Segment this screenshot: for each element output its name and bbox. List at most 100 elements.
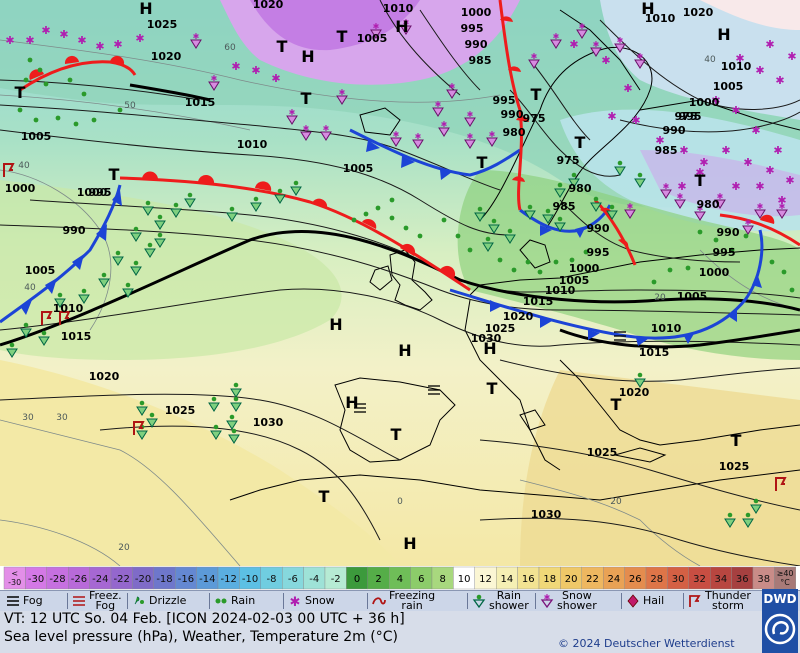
svg-text:✱: ✱ [745, 218, 752, 227]
isobar-label: 1010 [545, 284, 576, 297]
svg-text:✱: ✱ [677, 192, 684, 201]
snow-icon: ✱ [679, 144, 688, 157]
legend-separator [367, 593, 368, 609]
legend-separator [127, 593, 128, 609]
legend-item-drizzle: Drizzle [132, 591, 186, 611]
snow-icon: ✱ [623, 82, 632, 95]
svg-text:✱: ✱ [435, 100, 442, 109]
rain-icon [117, 107, 123, 113]
temperature-scale: < -30 -30 -28 -26 -24 -22 -20 -18 -16 -14 -12 -10 -8-… [3, 566, 797, 590]
low-pressure-center: T [477, 153, 488, 172]
rain-shower-icon [208, 396, 220, 412]
snow-icon: ✱ [607, 110, 616, 123]
snow-shower-icon: ✱ [714, 192, 726, 209]
isobar-label: 980 [569, 182, 592, 195]
legend-separator [67, 593, 68, 609]
isobar-label: 1020 [619, 386, 650, 399]
snow-shower-icon: ✱ [754, 202, 766, 219]
rain-shower-icon [130, 226, 142, 242]
scale-label: -12 [221, 574, 237, 585]
rain-icon [497, 257, 503, 263]
snow-icon: ✱ [787, 50, 796, 63]
rain-icon [651, 279, 657, 285]
isotherm-label: 60 [224, 43, 236, 53]
snow-icon: ✱ [601, 54, 610, 67]
legend-item-snow-shower: ✱ Snow shower [540, 589, 597, 612]
snow-icon: ✱ [677, 180, 686, 193]
isobar-label: 1030 [471, 332, 502, 345]
legend-separator [283, 593, 284, 609]
svg-text:✱: ✱ [415, 132, 422, 141]
snow-icon: ✱ [765, 164, 774, 177]
svg-text:✱: ✱ [323, 124, 330, 133]
svg-text:✱: ✱ [211, 74, 218, 83]
scale-label: 28 [650, 574, 663, 585]
svg-text:✱: ✱ [553, 32, 560, 41]
rain-icon [91, 117, 97, 123]
isobar-label: 1010 [237, 138, 268, 151]
low-pressure-center: T [319, 487, 330, 506]
snow-shower-icon: ✱ [486, 130, 498, 147]
svg-text:✱: ✱ [779, 202, 786, 211]
atlantic-mild-zone [0, 180, 342, 360]
rain-icon [569, 257, 575, 263]
dwd-logo-text: DWD [763, 592, 797, 606]
snow-shower-icon: ✱ [528, 52, 540, 69]
rain-icon [467, 247, 473, 253]
svg-text:✱: ✱ [531, 52, 538, 61]
snow-icon: ✱ [113, 38, 122, 51]
isobar-label: 1025 [485, 322, 516, 335]
snow-icon: ✱ [755, 64, 764, 77]
snow-shower-icon: ✱ [576, 22, 588, 39]
rain-shower-icon [122, 282, 134, 298]
snow-shower-icon: ✱ [550, 32, 562, 49]
legend-label: Drizzle [149, 594, 187, 607]
isobar-label: 1010 [53, 302, 84, 315]
snow-shower-icon: ✱ [208, 74, 220, 91]
isotherm-label: 20 [118, 543, 130, 553]
isotherm-label: 20 [654, 293, 666, 303]
snow-icon: ✱ [775, 74, 784, 87]
svg-text:✱: ✱ [289, 108, 296, 117]
legend-separator [683, 593, 684, 609]
scale-label: 12 [479, 574, 492, 585]
scale-label: 30 [672, 574, 685, 585]
scale-label: 38 [757, 574, 770, 585]
snow-icon: ✱ [631, 114, 640, 127]
rain-shower-icon [554, 216, 566, 232]
snow-east-zone [640, 150, 800, 217]
rain-shower-icon [488, 218, 500, 234]
isobar-label: 990 [717, 226, 740, 239]
isobar-label: 1020 [683, 6, 714, 19]
thunderstorm-icon [3, 163, 15, 177]
weather-legend: Fog Freez. Fog Drizzle Rain ✱ Snow Freezing ra… [0, 590, 800, 611]
rain-shower-icon [742, 512, 754, 528]
scale-label: 2 [375, 574, 381, 585]
snow-shower-icon: ✱ [190, 32, 202, 49]
rain-shower-icon [614, 160, 626, 176]
svg-text:✱: ✱ [373, 22, 380, 31]
rain-icon [511, 267, 517, 273]
rain-icon [214, 594, 228, 608]
rain-shower-icon [606, 204, 618, 220]
isobar-label: 1010 [383, 2, 414, 15]
rain-shower-icon [226, 414, 238, 430]
scale-label: -26 [71, 574, 87, 585]
isobar-label: 1005 [357, 32, 388, 45]
snow-shower-icon: ✱ [634, 52, 646, 69]
isobar-label: 1000 [461, 6, 492, 19]
fog-icon [428, 385, 440, 395]
legend-label: Snow shower [557, 589, 597, 612]
svg-text:✱: ✱ [467, 110, 474, 119]
isotherms [0, 39, 800, 566]
isobar-label: 995 [461, 22, 484, 35]
cold-front-west [0, 184, 122, 324]
rain-icon [33, 117, 39, 123]
snow-shower-icon: ✱ [432, 100, 444, 117]
rain-icon [789, 287, 795, 293]
snow-shower-icon: ✱ [624, 202, 636, 219]
rain-icon [417, 233, 423, 239]
snow-icon: ✱ [25, 34, 34, 47]
scale-label: 8 [440, 574, 446, 585]
scale-label: 20 [565, 574, 578, 585]
